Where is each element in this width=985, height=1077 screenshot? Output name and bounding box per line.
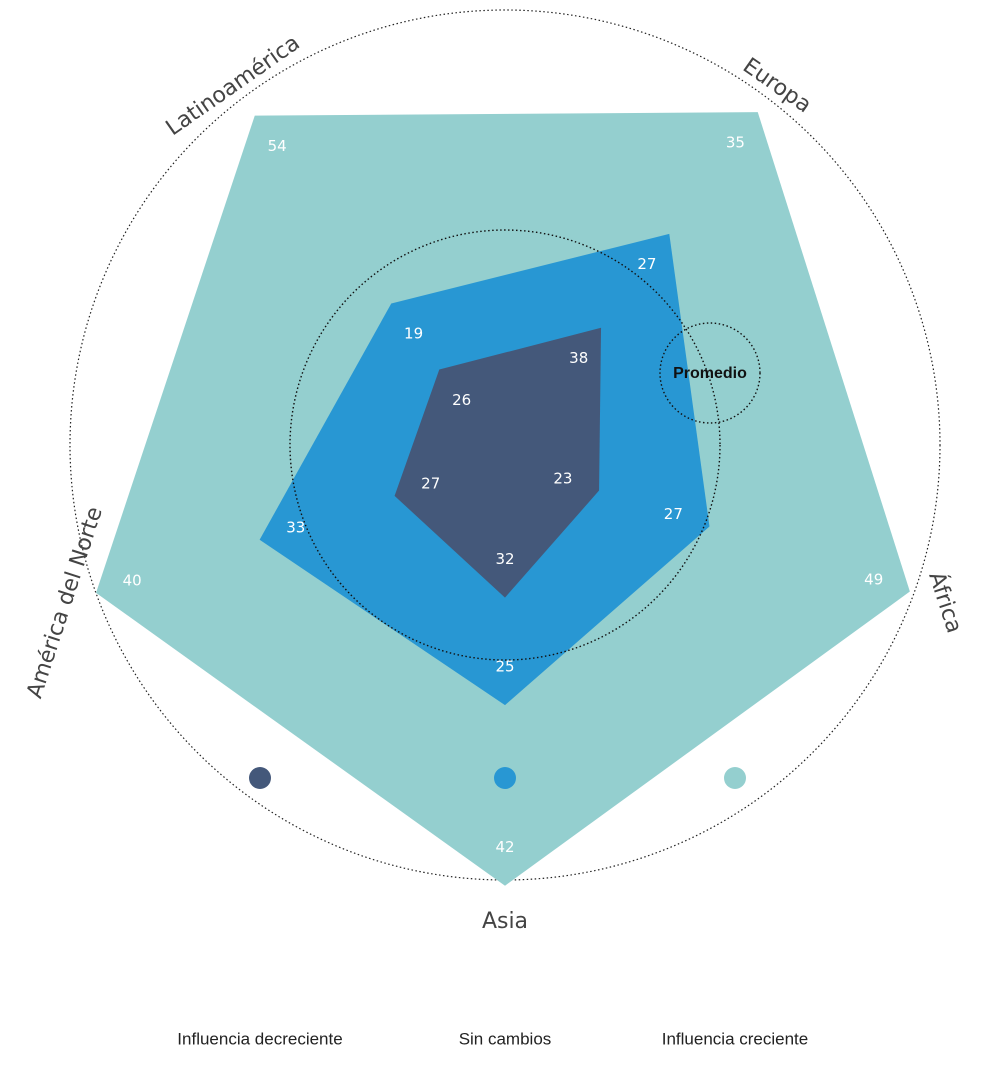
value-label: 35 (726, 133, 745, 151)
outer-circle (69, 9, 941, 881)
category-label: África (923, 569, 967, 637)
value-label: 40 (123, 572, 142, 590)
legend-label: Influencia creciente (662, 1029, 808, 1048)
category-label: América del Norte (22, 504, 107, 701)
value-label: 33 (286, 518, 305, 536)
category-label: Asia (482, 909, 528, 934)
value-label: 25 (495, 658, 514, 676)
legend-swatch (724, 767, 746, 789)
legend-swatch (494, 767, 516, 789)
value-label: 27 (664, 505, 683, 523)
value-label: 27 (637, 255, 656, 273)
legend-label: Sin cambios (459, 1029, 552, 1048)
value-label: 42 (495, 838, 514, 856)
value-label: 26 (452, 391, 471, 409)
value-label: 23 (553, 469, 572, 487)
value-label: 49 (864, 570, 883, 588)
value-label: 27 (421, 475, 440, 493)
value-label: 19 (404, 325, 423, 343)
annotation: Promedio (673, 365, 747, 382)
average-circle (289, 229, 721, 661)
value-label: 38 (569, 349, 588, 367)
value-label: 54 (268, 137, 287, 155)
value-label: 32 (495, 550, 514, 568)
legend-label: Influencia decreciente (177, 1029, 342, 1048)
legend-swatch (249, 767, 271, 789)
radar-area (394, 327, 602, 598)
annotation-circle (659, 322, 761, 424)
